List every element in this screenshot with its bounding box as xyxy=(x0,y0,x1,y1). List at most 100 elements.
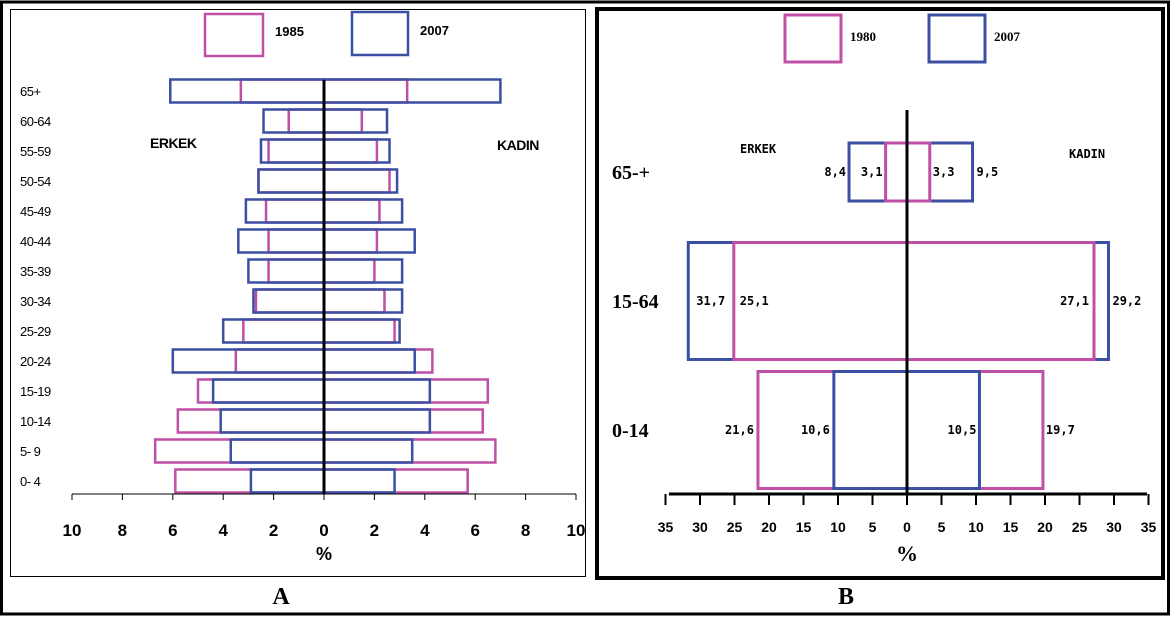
bar-2007-male xyxy=(244,198,326,224)
category-label: 0-14 xyxy=(612,420,649,442)
x-tick-label: 0 xyxy=(903,519,911,535)
category-label: 25-29 xyxy=(20,324,51,339)
caption-a: A xyxy=(272,584,290,610)
x-tick-label: 20 xyxy=(1037,519,1053,535)
bar-2007-male xyxy=(237,228,326,254)
bar-2007-male xyxy=(171,348,326,374)
x-tick-label: 6 xyxy=(470,521,479,540)
bar-1985-female xyxy=(322,138,379,164)
bar-2007-male xyxy=(262,108,326,134)
bar-2007-female xyxy=(322,288,404,314)
bar-2007-male xyxy=(247,258,326,284)
bar-1985-female xyxy=(322,408,485,434)
bar-1985-female xyxy=(322,348,434,374)
bar-2007-female xyxy=(322,318,401,344)
bar-2007-female xyxy=(322,138,391,164)
x-tick-label: 10 xyxy=(63,521,82,540)
x-tick-label: 15 xyxy=(796,519,812,535)
chart-b-frame xyxy=(595,7,1165,580)
x-tick-label: 10 xyxy=(968,519,984,535)
bar-2007-female xyxy=(322,228,416,254)
category-label: 55-59 xyxy=(20,144,51,159)
x-tick-label: 25 xyxy=(727,519,743,535)
x-tick-label: 35 xyxy=(658,519,674,535)
bar-1985-male xyxy=(239,78,326,104)
x-tick-label: 35 xyxy=(1141,519,1157,535)
chart-a-frame xyxy=(10,9,586,577)
bar-2007-male xyxy=(219,408,326,434)
x-tick-label: 5 xyxy=(938,519,946,535)
x-tick-label: 0 xyxy=(319,521,328,540)
bar-1985-male xyxy=(264,198,326,224)
category-label: 30-34 xyxy=(20,294,51,309)
category-label: 20-24 xyxy=(20,354,51,369)
category-label: 15-19 xyxy=(20,384,51,399)
data-label: 10,5 xyxy=(948,423,977,437)
bar-2007-female xyxy=(322,78,502,104)
bar-2007-female xyxy=(322,468,396,494)
bar-1985-male xyxy=(234,348,326,374)
bar-2007-male xyxy=(229,438,326,464)
x-tick-label: 4 xyxy=(218,521,228,540)
bar-2007-male xyxy=(211,378,326,404)
category-label: 35-39 xyxy=(20,264,51,279)
bar-1985-female xyxy=(322,438,497,464)
x-tick-label: 8 xyxy=(118,521,127,540)
bar-2007-male xyxy=(169,78,326,104)
caption-b: B xyxy=(838,584,854,610)
bar-1985-male xyxy=(176,408,326,434)
data-label: 29,2 xyxy=(1112,294,1141,308)
bar-1980-male xyxy=(884,141,909,203)
x-tick-label: 10 xyxy=(830,519,846,535)
category-label: 50-54 xyxy=(20,174,51,189)
bar-2007-female xyxy=(322,108,389,134)
bar-2007-male xyxy=(832,370,909,490)
data-label: 8,4 xyxy=(824,165,846,179)
legend-label-series-2: 2007 xyxy=(420,23,449,38)
side-label-left: ERKEK xyxy=(150,135,197,151)
legend-label-series-1: 1980 xyxy=(850,29,876,44)
x-tick-label: 6 xyxy=(168,521,177,540)
bar-1985-male xyxy=(196,378,326,404)
x-tick-label: 20 xyxy=(761,519,777,535)
category-label: 45-49 xyxy=(20,204,51,219)
bar-2007-female xyxy=(322,348,416,374)
data-label: 31,7 xyxy=(696,294,725,308)
category-label: 5- 9 xyxy=(20,444,41,459)
category-label: 10-14 xyxy=(20,414,51,429)
x-tick-label: 30 xyxy=(692,519,708,535)
bar-2007-male xyxy=(221,318,326,344)
data-label: 3,1 xyxy=(861,165,883,179)
x-tick-label: 15 xyxy=(1003,519,1019,535)
legend-label-series-2: 2007 xyxy=(994,29,1021,44)
bar-1985-male xyxy=(174,468,326,494)
data-label: 27,1 xyxy=(1060,294,1089,308)
chart-b: 1980 2007 ERKEK KADIN 8,4 3,1 3,3 9,5 65-+ 31,7 25… xyxy=(612,13,1157,566)
category-label: 0- 4 xyxy=(20,474,41,489)
bar-2007-female xyxy=(322,198,404,224)
bar-2007-female xyxy=(322,408,432,434)
bar-1985-male xyxy=(254,288,326,314)
x-tick-label: 10 xyxy=(567,521,586,540)
bar-2007-female xyxy=(322,378,432,404)
bar-1985-male xyxy=(242,318,326,344)
bar-2007-male xyxy=(252,288,326,314)
bar-1985-female xyxy=(322,78,409,104)
chart-a: 1985 2007 ERKEK KADIN 65+ 60-64 55-59 50-54 45-4… xyxy=(20,10,586,564)
data-label: 9,5 xyxy=(977,165,999,179)
bar-1985-female xyxy=(322,288,386,314)
bar-1985-male xyxy=(257,168,326,194)
category-label: 65-+ xyxy=(612,162,650,184)
x-tick-label: 8 xyxy=(521,521,530,540)
bar-2007-male xyxy=(259,138,326,164)
bar-1985-male xyxy=(153,438,326,464)
side-label-right: KADIN xyxy=(497,137,539,153)
category-label: 40-44 xyxy=(20,234,51,249)
side-label-right: KADIN xyxy=(1069,147,1105,161)
bar-1980-female xyxy=(905,141,932,203)
legend-swatch-series-2 xyxy=(927,13,987,64)
data-label: 19,7 xyxy=(1046,423,1075,437)
bar-1985-female xyxy=(322,468,469,494)
